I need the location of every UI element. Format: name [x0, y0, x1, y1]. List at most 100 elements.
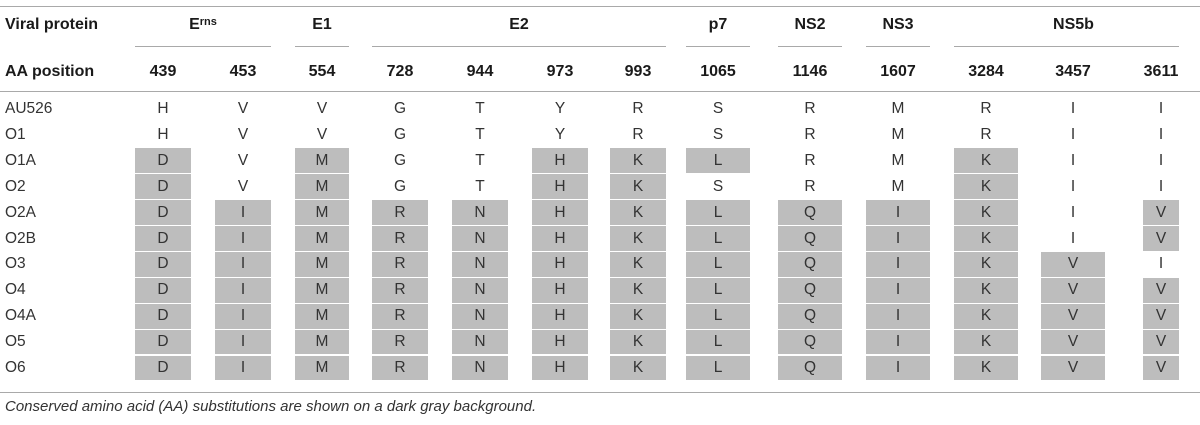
protein-name: E2: [509, 16, 529, 33]
substitution-shade: [295, 277, 349, 303]
aa-cell: V: [1155, 203, 1167, 221]
aa-cell: I: [1070, 203, 1076, 221]
protein-group-underline: [866, 46, 930, 47]
protein-group-underline: [778, 46, 842, 47]
substitution-shade: [686, 277, 750, 303]
substitution-shade: [215, 355, 271, 381]
protein-header-ns3: NS3: [882, 15, 913, 35]
substitution-shade: [610, 355, 666, 381]
aa-cell: I: [895, 203, 901, 221]
aa-cell: G: [393, 151, 407, 169]
protein-group-underline: [135, 46, 271, 47]
aa-cell: K: [980, 177, 992, 195]
aa-cell: R: [394, 307, 406, 325]
aa-cell: V: [316, 100, 328, 117]
aa-cell: I: [240, 255, 246, 273]
aa-cell: D: [157, 229, 169, 247]
substitution-shade: [778, 303, 842, 329]
aa-cell: Q: [803, 359, 817, 376]
protein-name: NS5b: [1053, 16, 1094, 33]
substitution-shade: [135, 329, 191, 355]
substitution-shade: [135, 303, 191, 329]
substitution-shade: [778, 251, 842, 277]
aa-cell: L: [713, 229, 723, 247]
aa-cell: I: [1070, 151, 1076, 169]
substitution-shade: [866, 355, 930, 381]
substitution-shade: [954, 355, 1018, 381]
aa-cell: V: [1155, 229, 1167, 247]
aa-cell: R: [394, 203, 406, 221]
aa-cell: K: [980, 281, 992, 299]
substitution-shade: [215, 329, 271, 355]
aa-cell: I: [1158, 151, 1164, 169]
substitution-shade: [295, 303, 349, 329]
isolate-label-o4a: O4A: [5, 307, 37, 325]
aa-cell: D: [157, 281, 169, 299]
substitution-shade: [866, 251, 930, 277]
aa-cell: K: [632, 255, 644, 273]
aa-cell: I: [240, 359, 246, 376]
aa-position-439: 439: [149, 63, 177, 80]
substitution-shade: [686, 329, 750, 355]
substitution-shade: [215, 200, 271, 225]
aa-cell: I: [240, 307, 246, 325]
substitution-shade: [532, 200, 588, 225]
aa-position-973: 973: [546, 63, 574, 80]
aa-cell: Y: [554, 125, 566, 143]
aa-cell: L: [713, 151, 723, 169]
table-footnote: Conserved amino acid (AA) substitutions …: [5, 398, 537, 415]
substitution-shade: [610, 226, 666, 251]
aa-cell: Y: [554, 100, 566, 117]
aa-cell: V: [237, 177, 249, 195]
protein-group-underline: [954, 46, 1179, 47]
aa-position-3457: 3457: [1055, 63, 1091, 80]
aa-cell: K: [980, 203, 992, 221]
aa-cell: M: [891, 151, 905, 169]
aa-cell: S: [712, 177, 724, 195]
aa-cell: S: [712, 100, 724, 117]
substitution-shade: [295, 355, 349, 381]
substitution-shade: [686, 303, 750, 329]
substitution-shade: [532, 148, 588, 174]
substitution-shade: [954, 226, 1018, 251]
aa-cell: K: [980, 255, 992, 273]
substitution-shade: [372, 226, 428, 251]
substitution-shade: [452, 329, 508, 355]
aa-cell: I: [240, 281, 246, 299]
aa-cell: D: [157, 359, 169, 376]
aa-cell: M: [315, 333, 329, 351]
aa-cell: N: [474, 281, 486, 299]
aa-cell: I: [895, 255, 901, 273]
aa-cell: M: [315, 307, 329, 325]
protein-name: NS3: [882, 16, 914, 33]
aa-cell: K: [632, 359, 644, 376]
substitution-shade: [954, 200, 1018, 225]
aa-cell: V: [237, 125, 249, 143]
protein-header-erns: Erns: [189, 15, 217, 35]
substitution-shade: [135, 148, 191, 174]
aa-cell: V: [1155, 307, 1167, 325]
aa-cell: T: [475, 100, 485, 117]
substitution-shade: [295, 226, 349, 251]
aa-cell: D: [157, 177, 169, 195]
substitution-shade: [1143, 277, 1179, 303]
aa-cell: M: [891, 100, 905, 117]
aa-cell: L: [713, 333, 723, 351]
substitution-shade: [954, 277, 1018, 303]
aa-cell: M: [891, 125, 905, 143]
viral-protein-header: Viral protein: [5, 16, 99, 33]
aa-cell: I: [1070, 125, 1076, 143]
aa-cell: N: [474, 307, 486, 325]
protein-header-e2: E2: [509, 15, 529, 35]
aa-cell: K: [632, 203, 644, 221]
aa-cell: V: [237, 100, 249, 117]
substitution-shade: [778, 355, 842, 381]
aa-cell: V: [1155, 281, 1167, 299]
aa-cell: I: [1158, 100, 1164, 117]
substitution-shade: [135, 277, 191, 303]
substitution-shade: [532, 355, 588, 381]
protein-header-ns5b: NS5b: [1053, 15, 1094, 35]
substitution-shade: [778, 277, 842, 303]
aa-cell: L: [713, 307, 723, 325]
